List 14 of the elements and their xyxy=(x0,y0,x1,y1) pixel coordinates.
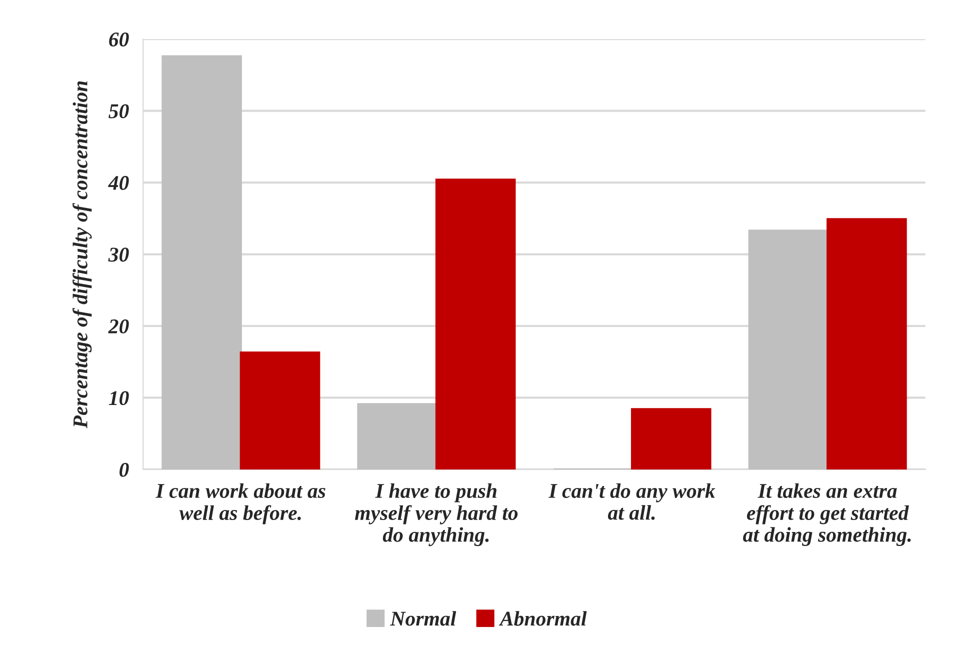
y-tick-label: 50 xyxy=(108,104,129,118)
y-tick-label: 10 xyxy=(108,391,129,406)
y-tick-label: 0 xyxy=(120,462,129,477)
x-tick-label: I have to push myself very hard to do anything. xyxy=(354,483,518,546)
y-tick-label: 30 xyxy=(108,248,129,262)
y-tick-label: 20 xyxy=(108,319,129,334)
y-tick-label: 60 xyxy=(109,32,129,47)
x-tick-label: I can work about as well as before. xyxy=(156,483,326,524)
y-axis-title: Percentage of difficulty of concentration xyxy=(72,81,92,428)
legend-label: Normal xyxy=(390,611,456,626)
x-tick-label: I can't do any work at all. xyxy=(548,483,716,520)
y-tick-label: 40 xyxy=(108,176,129,190)
x-tick-label: It takes an extra effort to get started at doing something. xyxy=(743,483,911,546)
legend-label: Abnormal xyxy=(498,611,587,626)
